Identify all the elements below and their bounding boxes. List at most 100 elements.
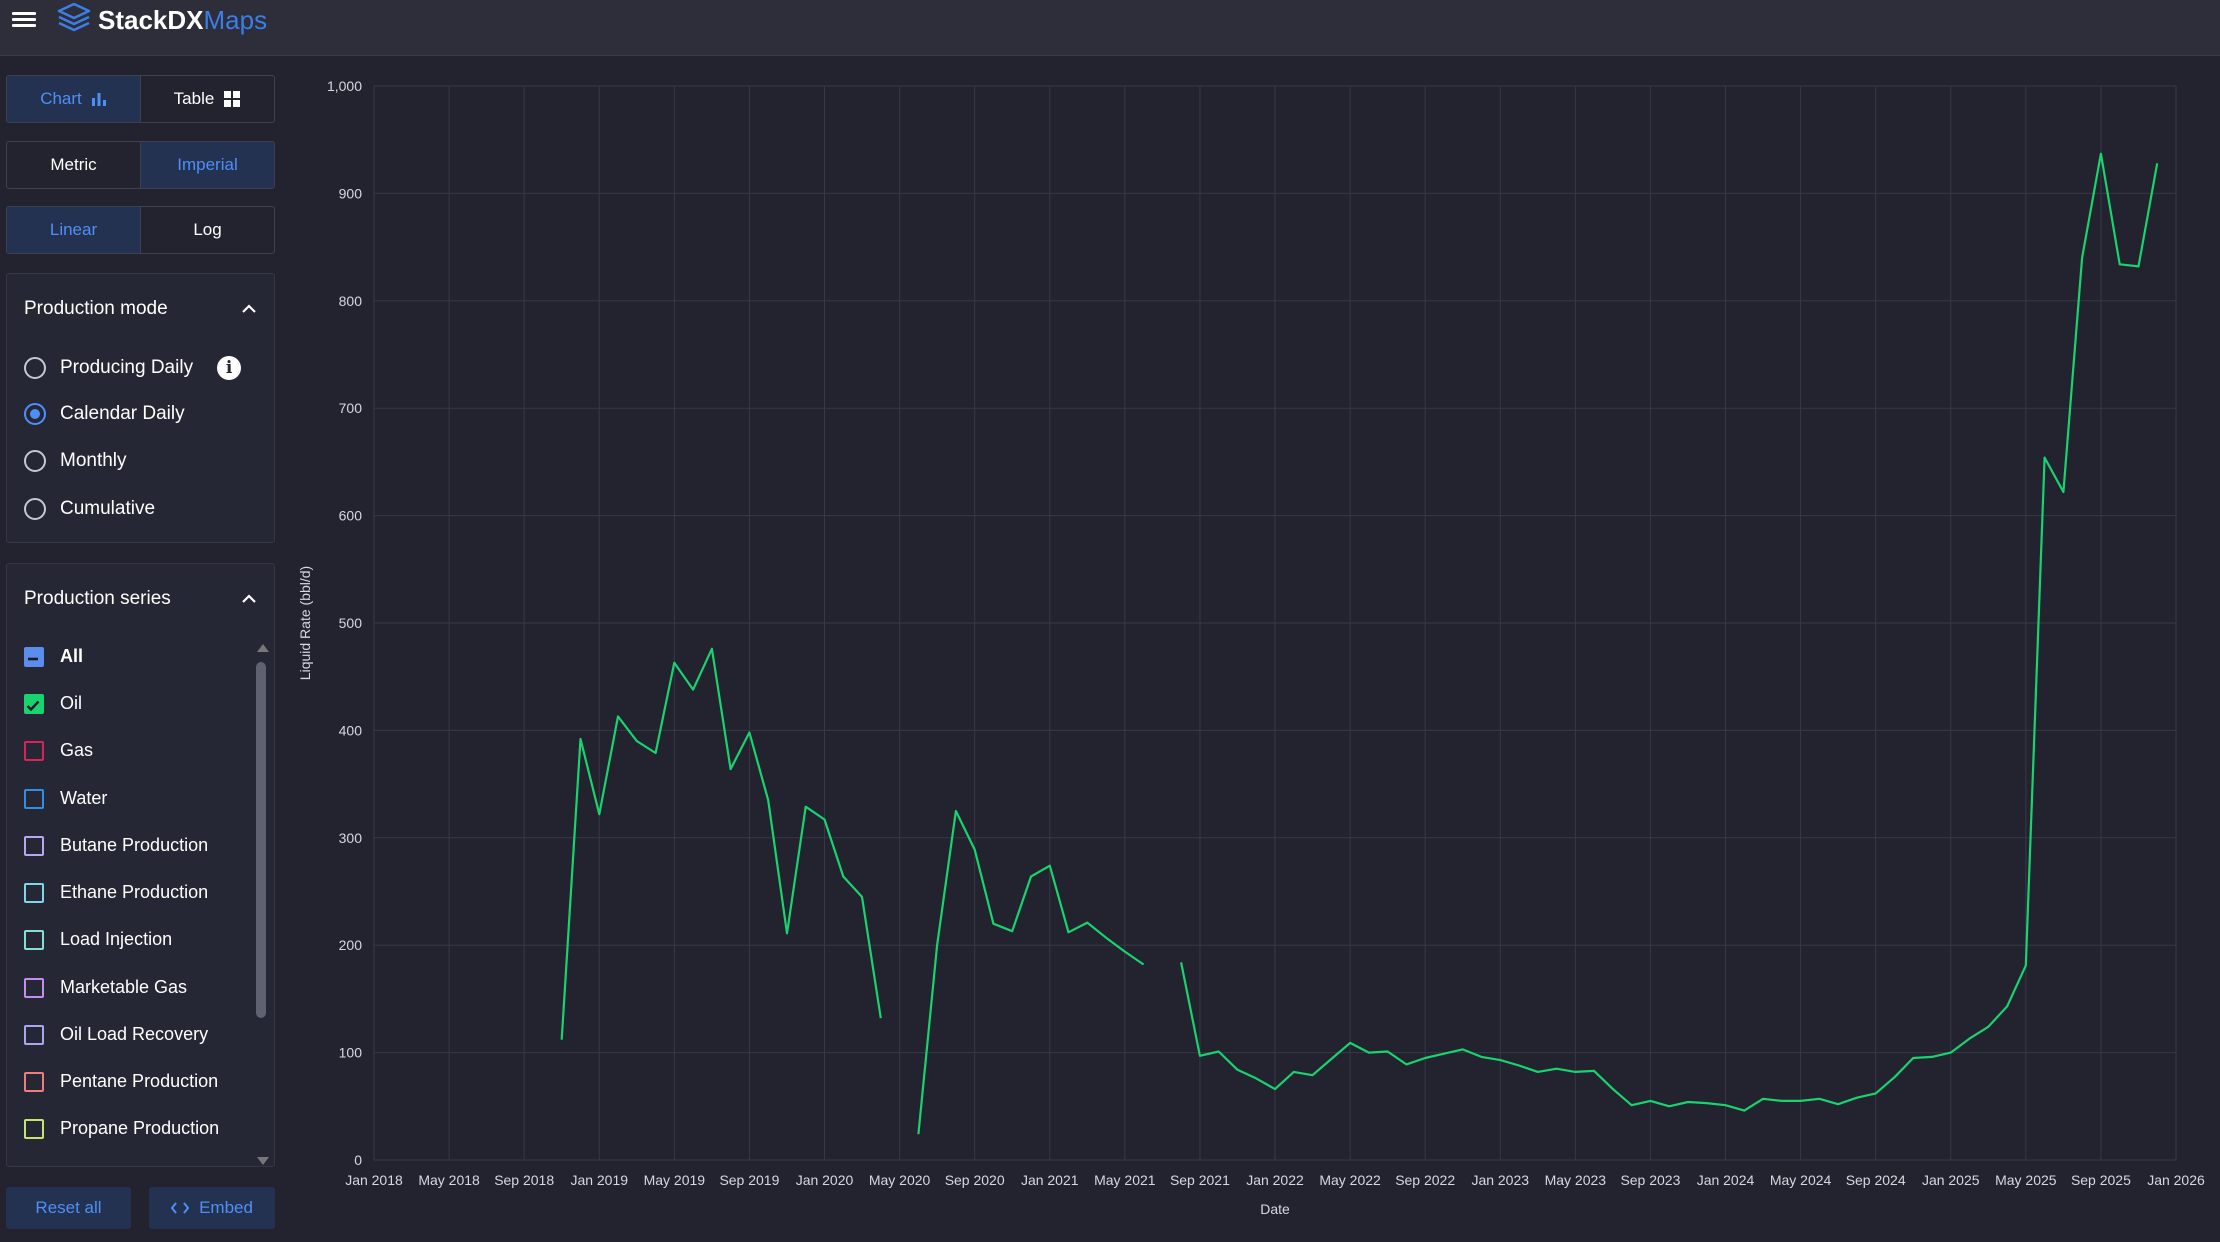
scroll-up-arrow-icon[interactable] [257,644,269,652]
y-tick-label: 0 [354,1152,362,1168]
series-checkbox[interactable] [24,1118,44,1139]
radio-calendar-daily[interactable]: Calendar Daily [24,403,185,425]
log-scale-button[interactable]: Log [140,207,274,253]
chevron-up-icon[interactable] [241,594,257,604]
series-item-gas[interactable]: Gas [24,740,93,761]
x-tick-label: Sep 2019 [719,1172,779,1188]
x-tick-label: Jan 2022 [1246,1172,1304,1188]
stackdx-logo-icon [56,2,92,41]
x-tick-label: Sep 2022 [1395,1172,1455,1188]
x-tick-label: Jan 2020 [796,1172,854,1188]
brand-name: StackDX [98,5,204,35]
x-tick-label: Sep 2021 [1170,1172,1230,1188]
series-item-butane-production[interactable]: Butane Production [24,835,208,856]
series-item-water[interactable]: Water [24,788,107,809]
series-scrollbar[interactable] [254,640,269,1165]
radio-button[interactable] [24,498,46,520]
series-checkbox[interactable] [24,1071,44,1092]
series-checkbox[interactable] [24,646,44,667]
series-item-propane-production[interactable]: Propane Production [24,1118,219,1139]
series-checkbox[interactable] [24,882,44,903]
production-chart[interactable]: 0 100 200 300 400 500 600 700 800 900 1,000 Jan 201… [290,60,2220,1237]
series-checkbox[interactable] [24,1024,44,1045]
embed-button[interactable]: Embed [149,1187,275,1229]
series-label: Marketable Gas [60,977,188,997]
chart-svg[interactable]: 0 100 200 300 400 500 600 700 800 900 1,000 Jan 201… [290,60,2220,1237]
series-checkbox[interactable] [24,693,44,714]
radio-button[interactable] [24,450,46,472]
imperial-button[interactable]: Imperial [140,142,274,188]
production-mode-header[interactable]: Production mode [24,274,257,344]
series-item-oil-load-recovery[interactable]: Oil Load Recovery [24,1024,208,1045]
chevron-up-icon[interactable] [241,304,257,314]
x-tick-label: Sep 2020 [945,1172,1005,1188]
grid-icon [223,90,241,108]
series-item-oil[interactable]: Oil [24,693,82,714]
production-series-header[interactable]: Production series [24,564,257,634]
series-line-oil [560,647,882,1040]
info-icon[interactable]: i [217,356,242,380]
series-item-ethane-production[interactable]: Ethane Production [24,882,208,903]
table-view-button[interactable]: Table [140,76,274,122]
scale-toggle: Linear Log [6,206,275,254]
radio-producing-daily[interactable]: Producing Daily i [24,356,242,380]
x-tick-label: May 2022 [1319,1172,1381,1188]
metric-button[interactable]: Metric [50,155,97,174]
unit-toggle: Metric Imperial [6,141,275,189]
radio-button[interactable] [24,403,46,425]
series-label: Pentane Production [60,1071,219,1091]
scrollbar-thumb[interactable] [256,662,266,1018]
x-tick-label: Jan 2024 [1697,1172,1755,1188]
production-mode-title: Production mode [24,298,168,319]
series-label: Oil [60,693,82,713]
series-label: Oil Load Recovery [60,1024,209,1044]
series-label: Propane Production [60,1118,220,1138]
code-icon [171,1202,190,1214]
x-tick-label: May 2021 [1094,1172,1156,1188]
top-bar: StackDXMaps [0,0,2220,56]
brand-logo[interactable]: StackDXMaps [98,3,267,37]
scroll-down-arrow-icon[interactable] [257,1157,269,1165]
x-tick-label: Jan 2021 [1021,1172,1079,1188]
x-tick-label: May 2018 [418,1172,480,1188]
series-item-load-injection[interactable]: Load Injection [24,929,172,950]
series-checkbox[interactable] [24,740,44,761]
radio-button[interactable] [24,357,46,379]
series-label: Ethane Production [60,882,209,902]
series-label: Water [60,788,108,808]
y-axis-label: Liquid Rate (bbl/d) [297,566,313,680]
series-item-pentane-production[interactable]: Pentane Production [24,1071,218,1092]
y-tick-label: 700 [339,400,363,416]
radio-cumulative[interactable]: Cumulative [24,498,155,520]
hamburger-menu-icon[interactable] [12,9,36,31]
radio-monthly[interactable]: Monthly [24,450,127,472]
series-checkbox[interactable] [24,977,44,998]
x-tick-label: Jan 2019 [570,1172,628,1188]
reset-all-button[interactable]: Reset all [6,1187,131,1229]
production-mode-panel: Production mode Producing Daily i Calend… [6,273,275,543]
chart-view-label: Chart [40,89,82,108]
series-item-all[interactable]: All [24,646,83,667]
y-tick-label: 300 [339,830,363,846]
series-checkbox[interactable] [24,835,44,856]
table-view-label: Table [173,89,215,108]
radio-label: Monthly [60,450,127,471]
y-tick-label: 400 [339,722,363,738]
y-tick-label: 500 [339,615,363,631]
y-tick-label: 800 [339,293,363,309]
series-label: Load Injection [60,929,173,949]
series-label: Butane Production [60,835,209,855]
y-tick-label: 900 [339,185,363,201]
production-series-title: Production series [24,588,171,609]
series-checkbox[interactable] [24,788,44,809]
series-item-marketable-gas[interactable]: Marketable Gas [24,977,187,998]
linear-scale-button[interactable]: Linear [7,207,140,253]
y-tick-label: 200 [339,937,363,953]
series-checkbox[interactable] [24,929,44,950]
x-tick-label: May 2025 [1995,1172,2057,1188]
x-tick-label: Jan 2026 [2147,1172,2205,1188]
series-label: All [60,646,84,666]
radio-label: Calendar Daily [60,403,185,424]
x-tick-label: May 2023 [1545,1172,1607,1188]
chart-view-button[interactable]: Chart [7,76,140,122]
